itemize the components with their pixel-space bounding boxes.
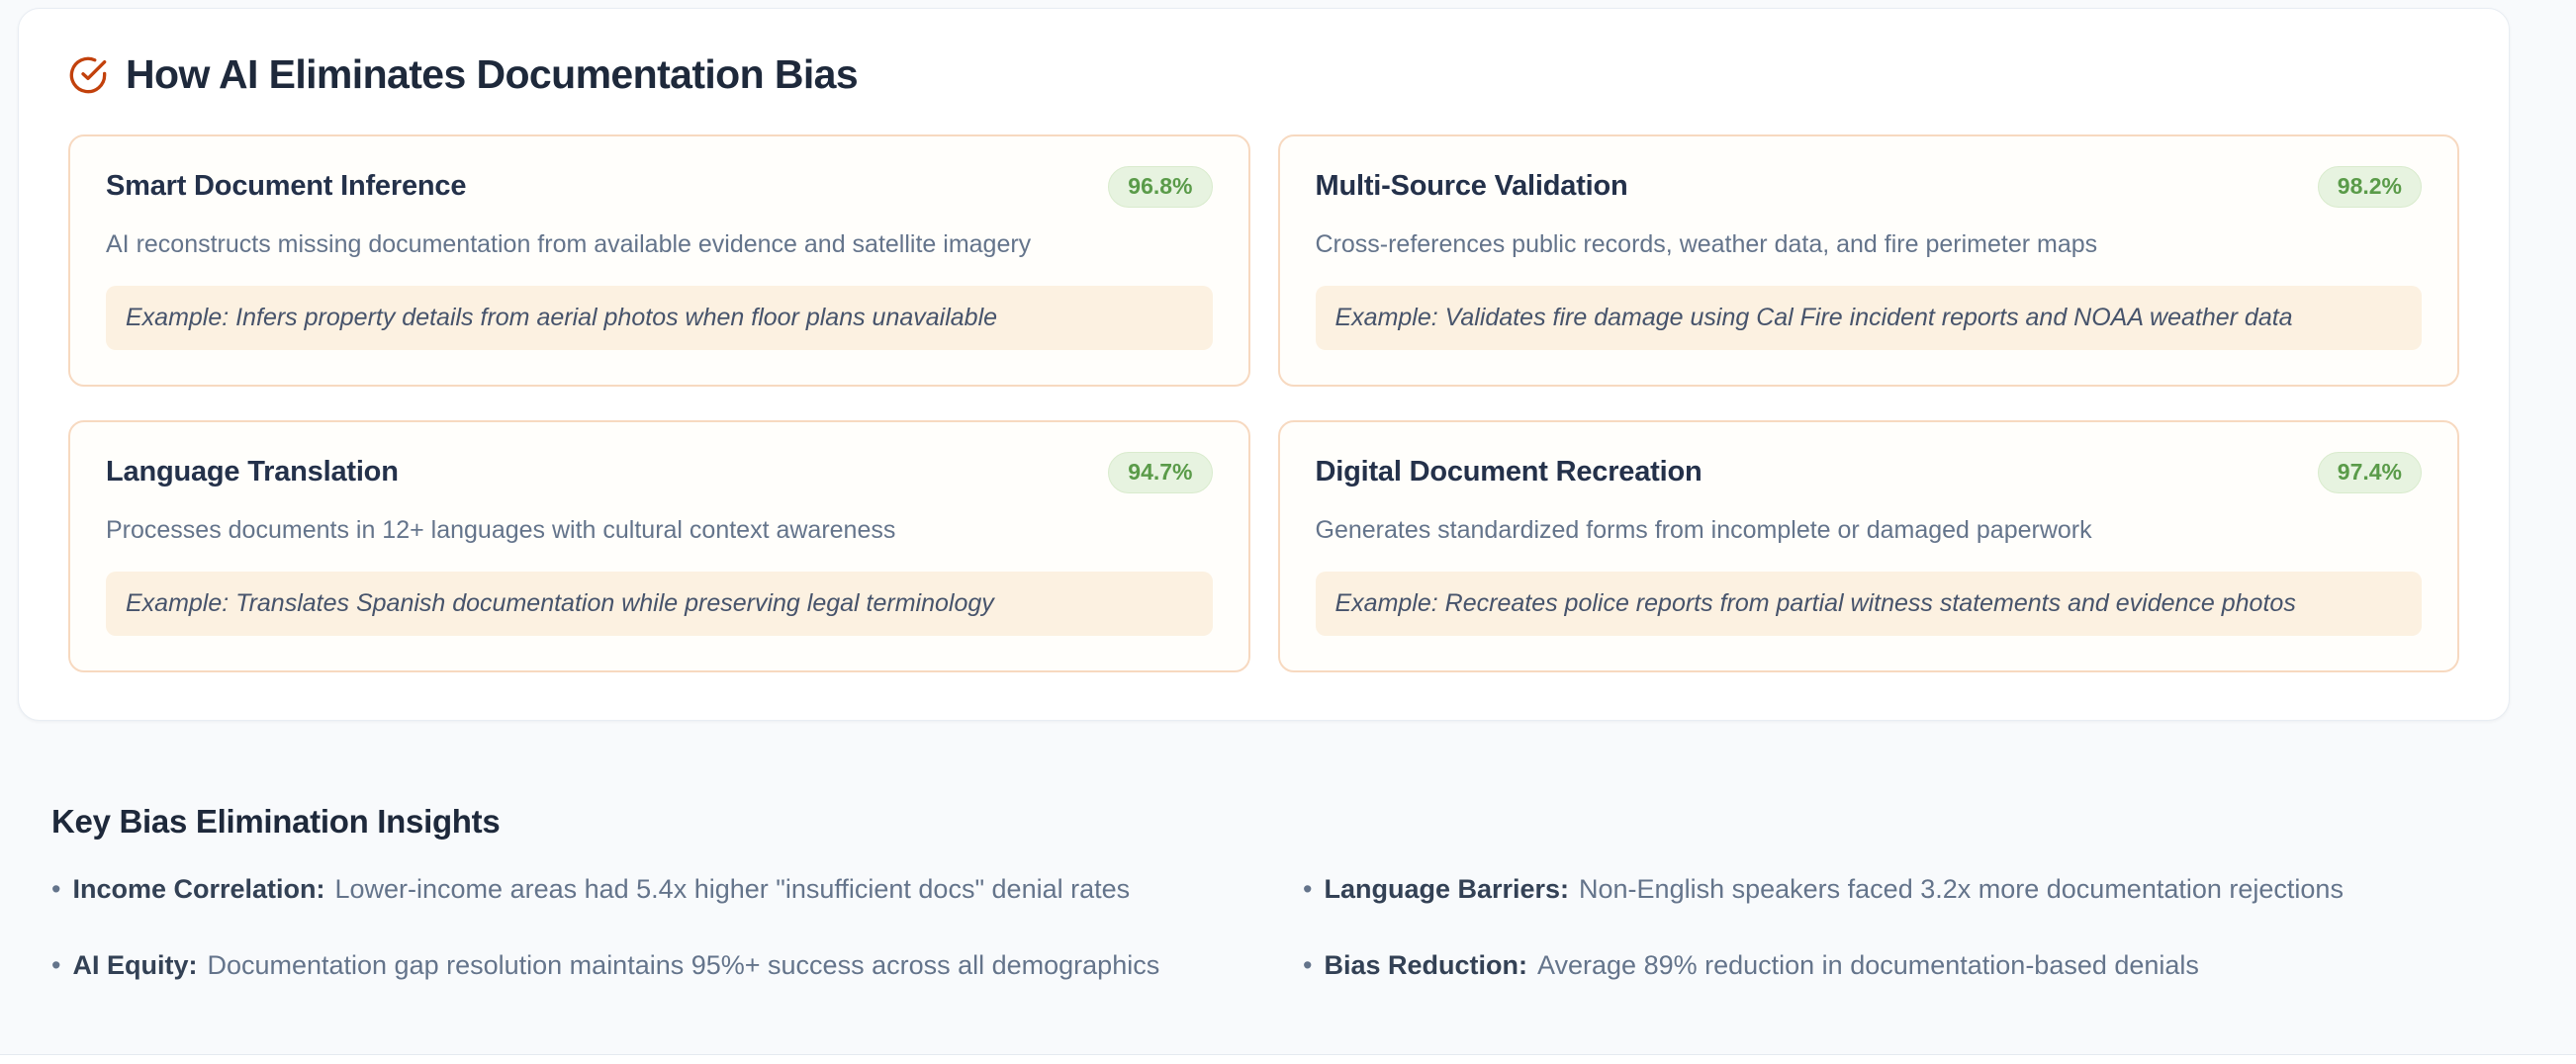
insight-label: Bias Reduction:: [1324, 950, 1527, 981]
capability-card-digital-document-recreation: Digital Document Recreation 97.4% Genera…: [1277, 420, 2459, 673]
capability-description: Generates standardized forms from incomp…: [1315, 515, 2092, 544]
capability-example: Example: Recreates police reports from p…: [1315, 571, 2422, 637]
insights-heading: Key Bias Elimination Insights: [51, 803, 501, 840]
insight-text: Lower-income areas had 5.4x higher "insu…: [334, 874, 1131, 904]
accuracy-badge: 96.8%: [1108, 166, 1213, 208]
bullet-icon: •: [51, 950, 61, 981]
accuracy-badge: 94.7%: [1108, 452, 1213, 493]
accuracy-badge: 98.2%: [2317, 166, 2422, 208]
capability-example: Example: Validates fire damage using Cal…: [1315, 285, 2422, 351]
capability-description: Cross-references public records, weather…: [1315, 229, 2098, 258]
insight-item-ai-equity: • AI Equity: Documentation gap resolution …: [51, 948, 1263, 983]
bullet-icon: •: [1303, 950, 1313, 981]
key-insights-section: Key Bias Elimination Insights • Income Co…: [51, 803, 2515, 983]
bullet-icon: •: [1303, 874, 1313, 904]
capability-card-smart-document-inference: Smart Document Inference 96.8% AI recons…: [68, 134, 1250, 388]
insight-item-income-correlation: • Income Correlation: Lower-income areas h…: [51, 872, 1263, 907]
insight-label: AI Equity:: [72, 950, 198, 981]
ai-documentation-bias-panel: How AI Eliminates Documentation Bias Sma…: [18, 8, 2510, 721]
insight-item-bias-reduction: • Bias Reduction: Average 89% reduction in…: [1303, 948, 2515, 983]
insight-text: Average 89% reduction in documentation-b…: [1536, 950, 2199, 981]
insight-text: Non-English speakers faced 3.2x more doc…: [1579, 874, 2344, 904]
capability-title: Language Translation: [106, 456, 399, 488]
insight-label: Income Correlation:: [72, 874, 325, 904]
capability-card-language-translation: Language Translation 94.7% Processes doc…: [68, 420, 1250, 673]
capability-description: AI reconstructs missing documentation fr…: [106, 229, 1032, 258]
insight-item-language-barriers: • Language Barriers: Non-English speakers …: [1303, 872, 2515, 907]
insights-list: • Income Correlation: Lower-income areas h…: [51, 872, 2515, 983]
capability-grid: Smart Document Inference 96.8% AI recons…: [68, 134, 2459, 673]
capability-card-header: Language Translation 94.7%: [106, 452, 1213, 493]
accuracy-badge: 97.4%: [2317, 452, 2422, 493]
capability-title: Smart Document Inference: [106, 170, 467, 203]
next-section-divider: [0, 1054, 2576, 1064]
capability-title: Digital Document Recreation: [1315, 456, 1702, 488]
capability-card-header: Multi-Source Validation 98.2%: [1315, 166, 2422, 208]
capability-card-header: Digital Document Recreation 97.4%: [1315, 452, 2422, 493]
check-circle-icon: [68, 55, 108, 95]
bullet-icon: •: [51, 874, 61, 904]
panel-title: How AI Eliminates Documentation Bias: [126, 51, 859, 97]
capability-card-header: Smart Document Inference 96.8%: [106, 166, 1213, 208]
insight-text: Documentation gap resolution maintains 9…: [207, 950, 1160, 981]
capability-example: Example: Infers property details from ae…: [106, 285, 1213, 351]
capability-title: Multi-Source Validation: [1315, 170, 1628, 203]
capability-description: Processes documents in 12+ languages wit…: [106, 515, 896, 544]
panel-header: How AI Eliminates Documentation Bias: [68, 51, 2459, 97]
capability-example: Example: Translates Spanish documentatio…: [106, 571, 1213, 637]
insight-label: Language Barriers:: [1324, 874, 1570, 904]
capability-card-multi-source-validation: Multi-Source Validation 98.2% Cross-refe…: [1277, 134, 2459, 388]
